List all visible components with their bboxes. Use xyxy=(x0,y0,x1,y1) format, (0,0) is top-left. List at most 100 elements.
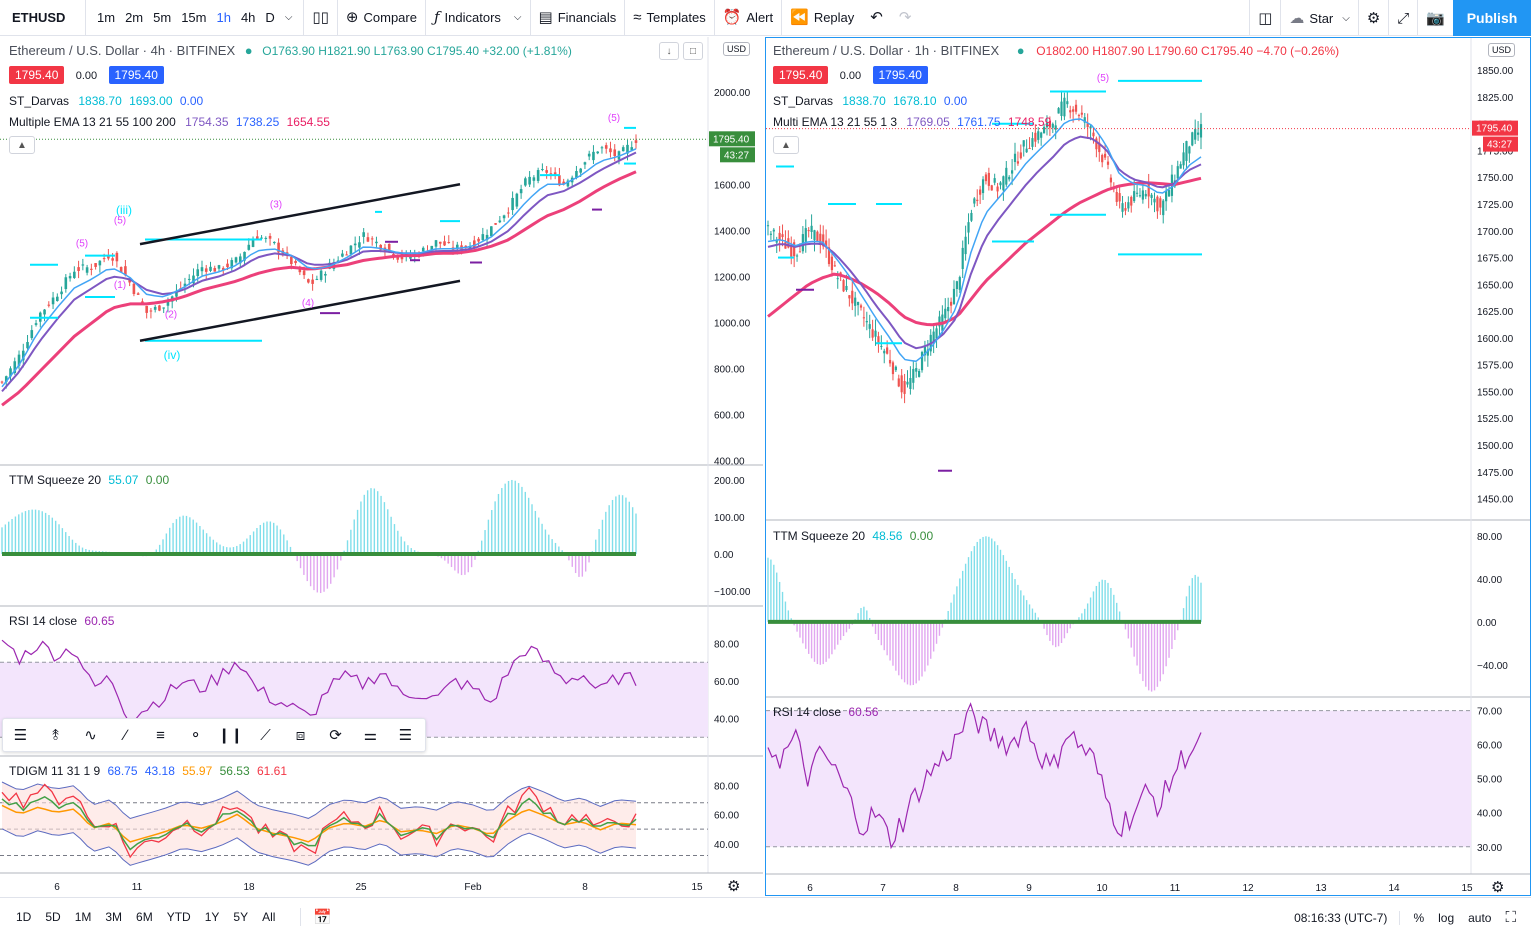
candle-body xyxy=(795,255,799,257)
series-title[interactable]: Ethereum / U.S. Dollar · 4h · BITFINEX xyxy=(9,43,236,58)
curve-icon[interactable]: ⟳ xyxy=(329,727,342,744)
indicators-button[interactable]: ƒ Indicators ⌵ xyxy=(426,0,531,36)
abc-wave-icon[interactable]: ∿ xyxy=(84,727,97,744)
collapse-legend-button[interactable]: ▲ xyxy=(773,136,799,154)
candle-body xyxy=(621,147,625,152)
candle-body xyxy=(421,247,425,252)
ask-price[interactable]: 1795.40 xyxy=(108,66,164,84)
fullscreen-button[interactable]: ⤢ xyxy=(1388,0,1417,36)
star-button[interactable]: ☁ Star ⌵ xyxy=(1280,0,1357,36)
trend-line-icon[interactable]: ∕ xyxy=(124,726,127,744)
candle-body xyxy=(115,252,119,262)
chart-pane-left[interactable]: 400.00 600.00 800.00 1000.00 1200.00 1400.00 1… xyxy=(0,37,763,896)
range-1m[interactable]: 1M xyxy=(74,910,92,924)
compare-button[interactable]: ⊕ Compare xyxy=(338,0,426,36)
candle-body xyxy=(336,260,340,262)
menu-icon[interactable]: ☰ xyxy=(13,727,28,744)
darvas-label[interactable]: ST_Darvas xyxy=(9,94,70,108)
fib-retracement-icon[interactable]: ≡ xyxy=(156,726,165,744)
layout-button[interactable]: ◫ xyxy=(1249,0,1280,36)
candle-body xyxy=(324,273,327,276)
range-1d[interactable]: 1D xyxy=(16,910,32,924)
pattern-icon[interactable]: ⧈ xyxy=(295,726,306,744)
tdi-label[interactable]: TDIGM 11 31 1 9 xyxy=(9,764,101,778)
candle-body xyxy=(909,378,912,390)
fullscreen-corners-icon[interactable]: ⛶ xyxy=(1505,909,1516,926)
snapshot-button[interactable]: 📷 xyxy=(1417,0,1453,36)
settings-button[interactable]: ⚙ xyxy=(1357,0,1388,36)
ask-price[interactable]: 1795.40 xyxy=(872,66,928,84)
parallel-channel-icon[interactable]: ⚌ xyxy=(363,727,378,744)
candle-body xyxy=(251,239,255,247)
interval-15m[interactable]: 15m xyxy=(181,10,207,25)
interval-1m[interactable]: 1m xyxy=(97,10,116,25)
financials-button[interactable]: ▤ Financials xyxy=(531,0,626,36)
squeeze-label[interactable]: TTM Squeeze 20 xyxy=(9,473,102,487)
elliott-wave-label: (4) xyxy=(302,298,314,309)
axis-settings-gear-icon[interactable]: ⚙ xyxy=(1491,879,1505,896)
candle-body xyxy=(221,267,225,271)
maximize-pane-button[interactable]: □ xyxy=(683,42,703,60)
interval-4h[interactable]: 4h xyxy=(240,10,256,25)
replay-button[interactable]: ⏪ Replay xyxy=(782,0,862,36)
range-5d[interactable]: 5D xyxy=(45,910,61,924)
ema-label[interactable]: Multiple EMA 13 21 55 100 200 xyxy=(9,115,176,129)
symbol-search[interactable]: ETHUSD xyxy=(0,0,86,36)
interval-2m[interactable]: 2m xyxy=(125,10,144,25)
axis-settings-gear-icon[interactable]: ⚙ xyxy=(727,878,741,895)
range-5y[interactable]: 5Y xyxy=(233,910,249,924)
squeeze-label[interactable]: TTM Squeeze 20 xyxy=(773,529,866,543)
candle-body xyxy=(810,225,813,232)
undo-button[interactable]: ↶ xyxy=(862,0,891,36)
bid-price[interactable]: 1795.40 xyxy=(9,66,65,84)
collapse-legend-button[interactable]: ▲ xyxy=(9,136,35,154)
line-icon[interactable]: ⟋ xyxy=(260,726,271,744)
regression-icon[interactable]: ☰ xyxy=(398,727,413,744)
candle-body xyxy=(366,237,370,242)
range-6m[interactable]: 6M xyxy=(136,910,153,924)
interval-dropdown-chevron-icon[interactable]: ⌵ xyxy=(284,12,293,23)
interval-1h[interactable]: 1h xyxy=(216,10,231,25)
series-title[interactable]: Ethereum / U.S. Dollar · 1h · BITFINEX xyxy=(773,43,1000,58)
templates-button[interactable]: ≈ Templates xyxy=(625,0,715,36)
bid-price[interactable]: 1795.40 xyxy=(773,66,829,84)
currency-badge[interactable]: USD xyxy=(1488,43,1516,57)
chart-type-button[interactable]: ▯▯ xyxy=(304,0,338,36)
candle-body xyxy=(836,278,839,280)
redo-button[interactable]: ↷ xyxy=(891,0,920,36)
range-3m[interactable]: 3M xyxy=(105,910,123,924)
candle-body xyxy=(609,148,612,153)
rsi-tick-label: 60.00 xyxy=(1477,741,1502,752)
currency-badge[interactable]: USD xyxy=(723,42,751,56)
interval-5m[interactable]: 5m xyxy=(153,10,172,25)
chart-pane-right[interactable]: 1450.00 1475.00 1500.00 1525.00 1550.00 1575.… xyxy=(765,37,1531,896)
percent-toggle[interactable]: % xyxy=(1413,910,1425,925)
publish-button[interactable]: Publish xyxy=(1453,0,1531,36)
auto-toggle[interactable]: auto xyxy=(1468,910,1492,925)
alert-button[interactable]: ⏰ Alert xyxy=(715,0,783,36)
darvas-label[interactable]: ST_Darvas xyxy=(773,94,834,108)
darvas-v3: 0.00 xyxy=(943,94,968,108)
candle-body xyxy=(502,215,506,219)
candle-body xyxy=(111,258,114,261)
horizontal-ray-icon[interactable]: ⚬ xyxy=(189,727,202,744)
toolbar-right: ◫ ☁ Star ⌵ ⚙ ⤢ 📷 xyxy=(1249,0,1453,36)
chart-canvas-right[interactable]: 1450.001475.001500.001525.001550.001575.… xyxy=(766,38,1530,895)
range-1y[interactable]: 1Y xyxy=(204,910,220,924)
vertical-lines-icon[interactable]: ❙❙ xyxy=(217,727,244,744)
goto-date-icon[interactable]: 📅 xyxy=(300,908,339,926)
log-toggle[interactable]: log xyxy=(1438,910,1455,925)
rsi-label[interactable]: RSI 14 close xyxy=(9,614,78,628)
elliott-wave-label: (iii) xyxy=(116,203,132,217)
range-ytd[interactable]: YTD xyxy=(166,910,191,924)
camera-icon: 📷 xyxy=(1426,9,1445,27)
candle-body xyxy=(558,175,561,186)
candle-body xyxy=(1127,202,1130,209)
ema-label[interactable]: Multi EMA 13 21 55 1 3 xyxy=(773,115,898,129)
scroll-down-button[interactable]: ↓ xyxy=(659,42,679,60)
elliott-wave-icon[interactable]: ⥉ xyxy=(51,726,60,744)
interval-d[interactable]: D xyxy=(265,10,275,25)
rsi-label[interactable]: RSI 14 close xyxy=(773,705,842,719)
clock-time[interactable]: 08:16:33 (UTC-7) xyxy=(1287,910,1401,925)
range-all[interactable]: All xyxy=(262,910,276,924)
